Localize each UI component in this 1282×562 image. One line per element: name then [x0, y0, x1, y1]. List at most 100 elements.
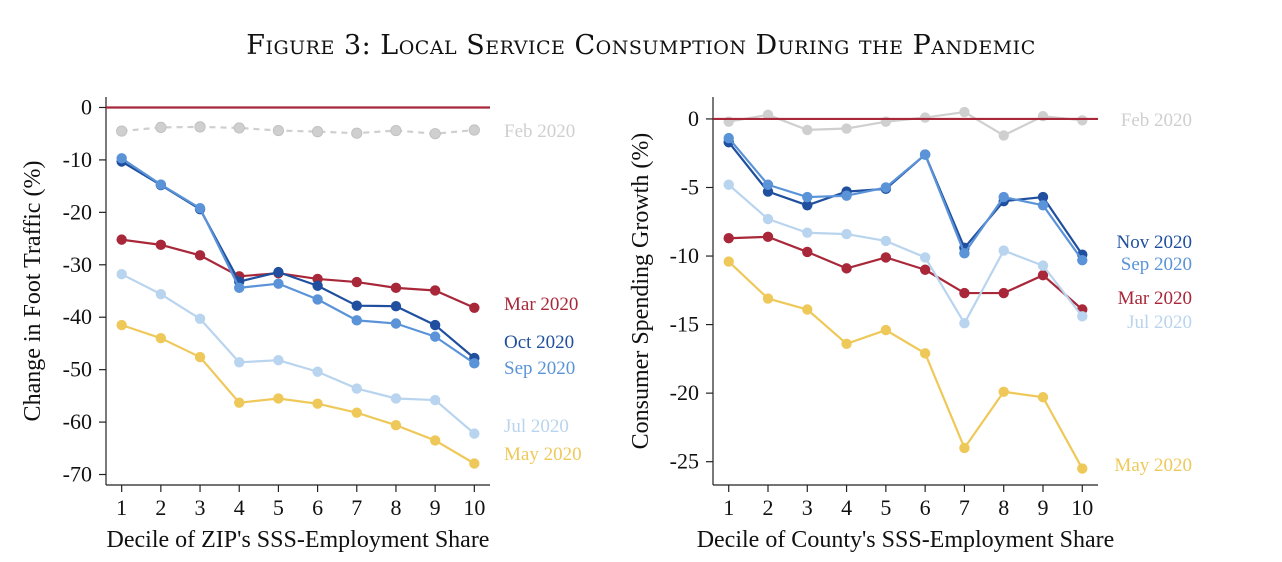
series-label: Nov 2020 [1117, 232, 1192, 253]
data-point [116, 234, 127, 245]
data-point [390, 124, 402, 137]
data-point [1077, 463, 1088, 474]
x-tick-label: 6 [312, 495, 323, 520]
data-point [919, 112, 931, 123]
series-sep-2020: Sep 2020 [723, 132, 1192, 275]
data-point [723, 256, 734, 267]
y-tick-label: -5 [681, 174, 699, 199]
data-point [998, 386, 1009, 397]
data-point [233, 122, 245, 134]
data-point [469, 458, 480, 469]
data-point [351, 407, 362, 418]
data-point [312, 398, 323, 409]
data-point [802, 246, 813, 258]
data-point [919, 264, 931, 275]
x-tick-label: 3 [802, 495, 813, 520]
series-mar-2020: Mar 2020 [116, 234, 578, 315]
y-tick-label: 0 [81, 94, 92, 119]
x-tick-label: 7 [351, 495, 362, 520]
y-tick-label: -25 [670, 449, 699, 474]
series-line [121, 160, 476, 359]
y-axis-title: Change in Foot Traffic (%) [20, 161, 46, 422]
x-tick-label: 8 [390, 495, 401, 520]
series-label: Mar 2020 [504, 294, 578, 315]
x-tick-label: 5 [880, 495, 891, 520]
data-point [234, 282, 245, 294]
data-point [959, 318, 970, 329]
x-tick-label: 4 [234, 495, 245, 520]
data-point [194, 202, 206, 214]
data-point [802, 124, 813, 136]
data-point [351, 315, 362, 326]
data-point [468, 124, 480, 136]
data-point [919, 149, 931, 160]
data-point [429, 128, 441, 140]
data-point [194, 250, 206, 261]
data-point [194, 313, 206, 324]
data-point [762, 179, 774, 190]
data-point [959, 442, 970, 454]
y-tick-label: -10 [63, 147, 92, 172]
data-point [841, 190, 852, 201]
x-tick-label: 9 [430, 495, 441, 520]
series-label: Feb 2020 [1121, 110, 1192, 131]
x-tick-label: 2 [763, 495, 774, 520]
series-label: Feb 2020 [504, 121, 575, 142]
series-line [727, 137, 1084, 261]
series-label: Sep 2020 [1121, 254, 1192, 275]
series-jul-2020: Jul 2020 [723, 179, 1192, 333]
series-sep-2020: Sep 2020 [116, 153, 575, 379]
data-point [469, 358, 480, 369]
data-point [1037, 260, 1049, 271]
data-point [312, 366, 323, 377]
series-line [121, 157, 475, 365]
data-point [390, 318, 402, 329]
data-point [311, 126, 324, 138]
data-point [919, 348, 931, 359]
y-tick-label: -15 [670, 312, 699, 337]
data-point [116, 319, 127, 331]
data-point [429, 331, 441, 342]
series-line [727, 183, 1084, 325]
series-label: Oct 2020 [504, 332, 574, 353]
data-point [762, 293, 774, 304]
data-point [351, 127, 363, 139]
series-may-2020: May 2020 [116, 319, 582, 469]
x-tick-label: 9 [1038, 495, 1049, 520]
series-label: Jul 2020 [1127, 312, 1192, 333]
data-point [272, 124, 285, 137]
series-line [727, 141, 1084, 256]
x-axis-title: Decile of ZIP's SSS-Employment Share [107, 527, 490, 553]
data-point [762, 213, 774, 225]
data-point [273, 278, 284, 289]
data-point [234, 397, 245, 408]
data-point [312, 294, 323, 305]
data-point [919, 252, 931, 263]
data-point [802, 200, 813, 211]
data-point [802, 227, 813, 238]
data-point [429, 319, 441, 331]
series-feb-2020: Feb 2020 [723, 106, 1192, 141]
x-tick-label: 4 [841, 495, 852, 520]
series-label: May 2020 [1114, 455, 1192, 476]
series-line [121, 125, 475, 135]
data-point [841, 338, 852, 349]
data-point [1037, 191, 1049, 203]
series-line [121, 273, 476, 435]
data-point [802, 304, 813, 315]
data-point [429, 285, 441, 296]
data-point [116, 269, 127, 280]
data-point [802, 191, 813, 203]
y-tick-label: -30 [63, 252, 92, 277]
data-point [998, 191, 1009, 203]
data-point [155, 121, 167, 134]
data-point [469, 302, 480, 313]
data-point [1037, 270, 1049, 281]
data-point [841, 263, 852, 274]
x-axis-title: Decile of County's SSS-Employment Share [697, 527, 1115, 553]
data-point [1077, 254, 1088, 266]
data-point [880, 182, 892, 193]
data-point [155, 332, 167, 344]
series-label: May 2020 [504, 444, 582, 465]
y-tick-label: -60 [63, 409, 92, 434]
